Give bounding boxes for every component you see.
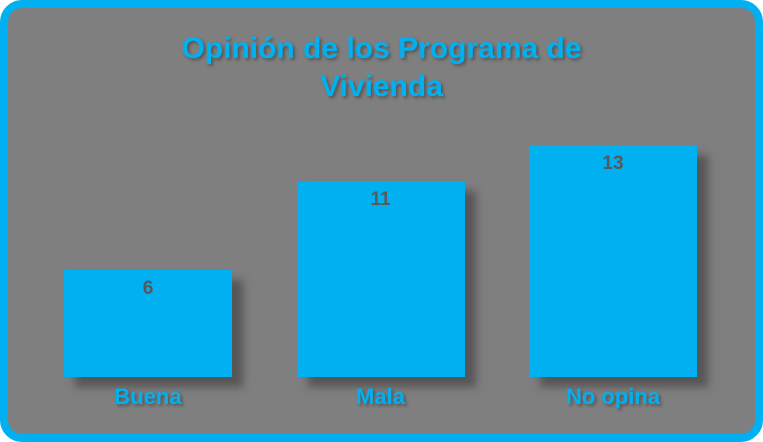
bar-buena: 6 xyxy=(64,269,232,377)
bar-value-label: 13 xyxy=(602,152,624,174)
bar-group-mala: 11 Mala xyxy=(296,127,465,409)
chart-title: Opinión de los Programa de Vivienda xyxy=(181,32,582,103)
bar-mala: 11 xyxy=(296,180,465,377)
category-label-no-opina: No opina xyxy=(565,384,661,409)
bar-value-label: 11 xyxy=(370,188,391,210)
category-label-mala: Mala xyxy=(356,384,405,409)
category-label-buena: Buena xyxy=(114,384,182,409)
bar-group-no-opina: 13 No opina xyxy=(529,127,697,409)
plot-area: 6 Buena 11 Mala 13 No opina xyxy=(64,127,697,409)
bar-no-opina: 13 xyxy=(529,144,697,377)
bar-value-label: 6 xyxy=(142,277,154,299)
bar-group-buena: 6 Buena xyxy=(64,127,232,409)
